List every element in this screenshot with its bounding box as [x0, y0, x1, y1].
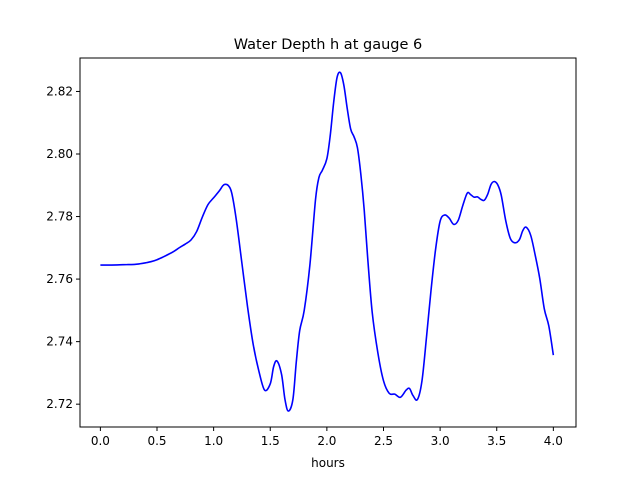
x-tick-label: 0.0 [91, 434, 110, 448]
y-tick-label: 2.74 [46, 335, 73, 349]
y-axis: 2.72 2.74 2.76 2.78 2.80 2.82 [46, 84, 80, 411]
chart-title: Water Depth h at gauge 6 [234, 37, 422, 53]
x-tick-label: 1.0 [204, 434, 223, 448]
y-tick-label: 2.72 [46, 397, 73, 411]
data-layer [100, 71, 555, 412]
x-tick-label: 3.0 [431, 434, 450, 448]
y-tick-label: 2.78 [46, 210, 73, 224]
x-axis-label: hours [311, 456, 345, 470]
x-tick-label: 2.0 [317, 434, 336, 448]
x-tick-label: 2.5 [374, 434, 393, 448]
y-tick-label: 2.80 [46, 147, 73, 161]
x-axis: 0.0 0.5 1.0 1.5 2.0 2.5 3.0 3.5 4.0 [91, 427, 563, 448]
x-tick-label: 1.5 [261, 434, 280, 448]
plot-area: 0.0 0.5 1.0 1.5 2.0 2.5 3.0 3.5 4.0 2.72 2.74 2.76… [46, 57, 577, 448]
axes-frame [79, 57, 577, 428]
y-tick-label: 2.76 [46, 272, 73, 286]
x-tick-label: 4.0 [544, 434, 563, 448]
x-tick-label: 0.5 [147, 434, 166, 448]
y-tick-label: 2.82 [46, 84, 73, 98]
series-line [100, 71, 555, 412]
x-tick-label: 3.5 [487, 434, 506, 448]
